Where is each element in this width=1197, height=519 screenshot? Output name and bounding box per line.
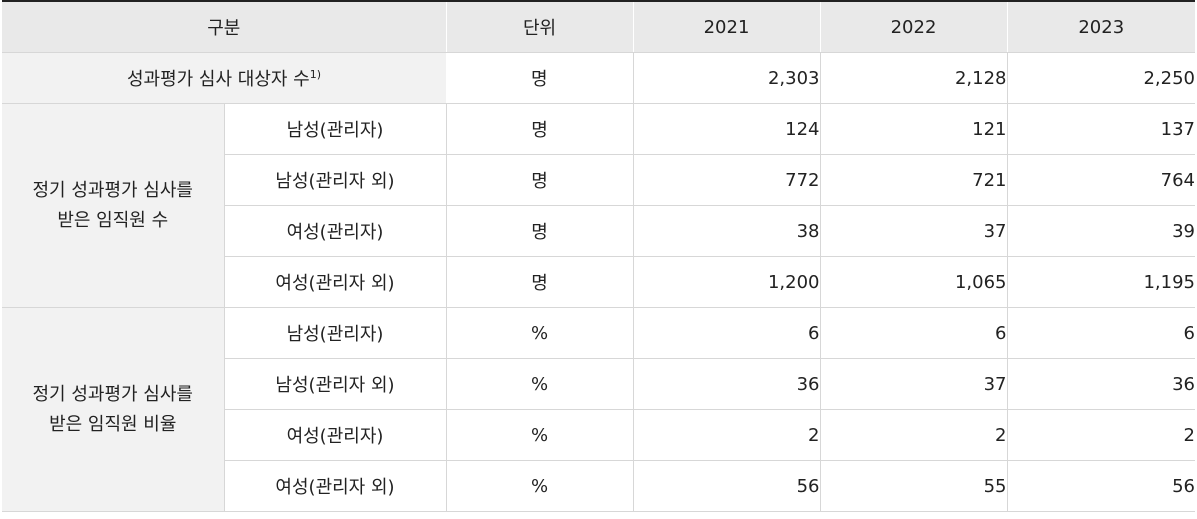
header-year-2023: 2023 — [1006, 1, 1195, 53]
sub-category: 남성(관리자 외) — [223, 358, 447, 410]
value-2022: 37 — [819, 205, 1007, 257]
value-2021: 56 — [633, 460, 820, 512]
value-2023: 1,195 — [1006, 256, 1195, 308]
footnote-marker: 1) — [309, 68, 322, 81]
sub-category: 남성(관리자) — [223, 103, 447, 155]
summary-value-2021: 2,303 — [633, 52, 820, 104]
header-year-2022: 2022 — [819, 1, 1007, 53]
unit-cell: % — [446, 307, 634, 359]
table-row: 여성(관리자) 명 38 37 39 — [2, 205, 1195, 257]
ratio-group-label-line2: 받은 임직원 비율 — [49, 413, 177, 435]
value-2022: 37 — [819, 358, 1007, 410]
table-row: 여성(관리자 외) % 56 55 56 — [2, 460, 1195, 512]
sub-category: 남성(관리자) — [223, 307, 447, 359]
value-2023: 764 — [1006, 154, 1195, 206]
unit-cell: % — [446, 409, 634, 461]
table-row: 남성(관리자 외) 명 772 721 764 — [2, 154, 1195, 206]
value-2022: 6 — [819, 307, 1007, 359]
table-row: 여성(관리자 외) 명 1,200 1,065 1,195 — [2, 256, 1195, 308]
value-2021: 1,200 — [633, 256, 820, 308]
table-row: 정기 성과평가 심사를 받은 임직원 비율 남성(관리자) % 6 6 6 — [2, 307, 1195, 512]
unit-cell: 명 — [446, 256, 634, 308]
value-2022: 2 — [819, 409, 1007, 461]
sub-category: 여성(관리자) — [223, 205, 447, 257]
table-row: 여성(관리자) % 2 2 2 — [2, 409, 1195, 461]
summary-unit: 명 — [446, 52, 634, 104]
value-2023: 137 — [1006, 103, 1195, 155]
summary-value-2022: 2,128 — [819, 52, 1007, 104]
unit-cell: % — [446, 358, 634, 410]
value-2023: 36 — [1006, 358, 1195, 410]
summary-value-2023: 2,250 — [1006, 52, 1195, 104]
sub-category: 여성(관리자 외) — [223, 460, 447, 512]
value-2023: 2 — [1006, 409, 1195, 461]
header-unit: 단위 — [445, 1, 633, 53]
value-2022: 721 — [819, 154, 1007, 206]
ratio-group-label-line1: 정기 성과평가 심사를 — [32, 383, 193, 405]
value-2023: 6 — [1006, 307, 1195, 359]
summary-label: 성과평가 심사 대상자 수 — [126, 69, 310, 90]
sub-category: 남성(관리자 외) — [223, 154, 447, 206]
count-group-label-line1: 정기 성과평가 심사를 — [32, 179, 193, 201]
sub-category: 여성(관리자 외) — [223, 256, 447, 308]
unit-cell: % — [446, 460, 634, 512]
value-2021: 124 — [633, 103, 820, 155]
count-group-label-line2: 받은 임직원 수 — [57, 209, 169, 231]
count-group-label: 정기 성과평가 심사를 받은 임직원 수 — [2, 103, 224, 308]
value-2022: 55 — [819, 460, 1007, 512]
summary-label-cell: 성과평가 심사 대상자 수1) — [2, 52, 446, 104]
value-2021: 36 — [633, 358, 820, 410]
table-row: 정기 성과평가 심사를 받은 임직원 수 남성(관리자) 명 124 121 1… — [2, 103, 1195, 308]
value-2022: 1,065 — [819, 256, 1007, 308]
value-2021: 38 — [633, 205, 820, 257]
header-row: 구분 단위 2021 2022 2023 — [2, 1, 1195, 53]
value-2021: 6 — [633, 307, 820, 359]
value-2023: 39 — [1006, 205, 1195, 257]
value-2021: 772 — [633, 154, 820, 206]
unit-cell: 명 — [446, 205, 634, 257]
header-year-2021: 2021 — [632, 1, 820, 53]
ratio-group-label: 정기 성과평가 심사를 받은 임직원 비율 — [2, 307, 224, 512]
value-2021: 2 — [633, 409, 820, 461]
unit-cell: 명 — [446, 103, 634, 155]
summary-row: 성과평가 심사 대상자 수1) 명 2,303 2,128 2,250 — [2, 52, 1195, 104]
table-row: 남성(관리자 외) % 36 37 36 — [2, 358, 1195, 410]
unit-cell: 명 — [446, 154, 634, 206]
value-2023: 56 — [1006, 460, 1195, 512]
value-2022: 121 — [819, 103, 1007, 155]
header-category: 구분 — [2, 1, 446, 53]
sub-category: 여성(관리자) — [223, 409, 447, 461]
